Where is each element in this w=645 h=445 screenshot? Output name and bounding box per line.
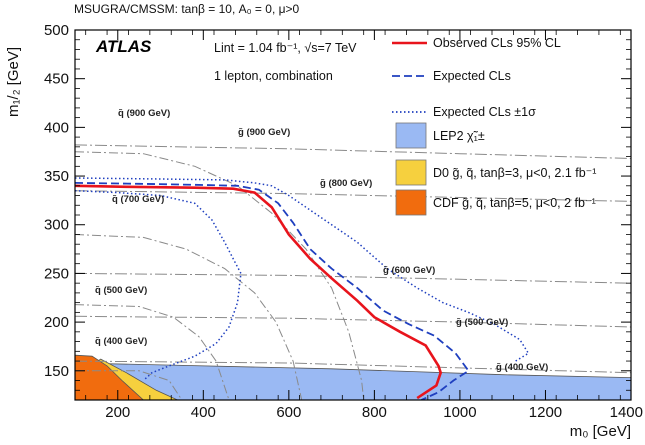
squark-contour-label-3: q̃ (900 GeV) bbox=[118, 108, 170, 119]
gluino-contour-label-2: g̃ (600 GeV) bbox=[383, 265, 435, 276]
series-line-1 bbox=[75, 182, 470, 400]
legend: Observed CLs 95% CL Expected CLs Expected … bbox=[392, 36, 596, 216]
x-tick-label-2: 600 bbox=[276, 404, 301, 421]
plot-area bbox=[75, 144, 631, 400]
legend-swatch-0 bbox=[395, 122, 427, 149]
y-tick-label-3: 300 bbox=[44, 217, 69, 234]
legend-region-label-1: D0 g̃, q̃, tanβ=3, μ<0, 2.1 fb⁻¹ bbox=[433, 166, 596, 180]
gluino-contour-4 bbox=[75, 144, 631, 159]
y-tick-label-5: 400 bbox=[44, 119, 69, 136]
y-tick-label-4: 350 bbox=[44, 168, 69, 185]
gluino-contour-label-3: g̃ (800 GeV) bbox=[320, 178, 372, 189]
axis-ticks: 200 400 600 800 1000 1200 1400 150 200 250 300 350 4… bbox=[44, 22, 643, 421]
legend-label-0: Observed CLs 95% CL bbox=[433, 36, 561, 50]
y-tick-label-7: 500 bbox=[44, 22, 69, 39]
excluded-region-2 bbox=[75, 354, 144, 400]
excluded-regions bbox=[75, 354, 631, 400]
legend-region-label-0: LEP2 χ̃₁± bbox=[433, 129, 485, 143]
gluino-contour-1 bbox=[75, 315, 631, 328]
series-line-3 bbox=[75, 189, 242, 382]
legend-region-label-2: CDF g̃, q̃, tanβ=5, μ<0, 2 fb⁻¹ bbox=[433, 196, 596, 210]
gluino-contour-label-0: g̃ (400 GeV) bbox=[496, 362, 548, 373]
y-tick-label-6: 450 bbox=[44, 71, 69, 88]
chart-header: MSUGRA/CMSSM: tanβ = 10, A₀ = 0, μ>0 bbox=[74, 2, 300, 16]
squark-contour-label-2: q̃ (700 GeV) bbox=[112, 194, 164, 205]
y-tick-label-1: 200 bbox=[44, 314, 69, 331]
squark-contour-3 bbox=[75, 151, 365, 400]
mass-labels: q̃ (400 GeV) q̃ (500 GeV) q̃ (700 GeV) q̃ (… bbox=[95, 108, 548, 373]
legend-label-1: Expected CLs bbox=[433, 69, 511, 83]
squark-contour-0 bbox=[75, 370, 183, 400]
gluino-contour-3 bbox=[75, 190, 631, 202]
legend-swatch-2 bbox=[395, 189, 427, 216]
x-tick-label-6: 1400 bbox=[610, 404, 643, 421]
squark-contour-1 bbox=[75, 304, 230, 400]
squark-contour-label-0: q̃ (400 GeV) bbox=[95, 336, 147, 347]
legend-swatch-1 bbox=[395, 159, 427, 186]
x-axis-title: m₀ [GeV] bbox=[570, 423, 631, 440]
plot-frame bbox=[74, 29, 632, 401]
x-tick-label-4: 1000 bbox=[443, 404, 476, 421]
y-axis-title: m₁/₂ [GeV] bbox=[5, 47, 22, 117]
luminosity-label: Lint = 1.04 fb⁻¹, √s=7 TeV bbox=[214, 41, 357, 55]
squark-contour-label-1: q̃ (500 GeV) bbox=[95, 285, 147, 296]
x-tick-label-5: 1200 bbox=[529, 404, 562, 421]
series-line-0 bbox=[75, 184, 443, 400]
gluino-contour-label-4: g̃ (900 GeV) bbox=[238, 127, 290, 138]
limit-curves bbox=[75, 177, 530, 400]
y-tick-label-0: 150 bbox=[44, 363, 69, 380]
atlas-label: ATLAS bbox=[95, 37, 152, 56]
channel-label: 1 lepton, combination bbox=[214, 69, 333, 83]
gluino-contour-label-1: g̃ (500 GeV) bbox=[456, 317, 508, 328]
gluino-contour-2 bbox=[75, 272, 631, 284]
x-tick-label-0: 200 bbox=[105, 404, 130, 421]
mass-contours bbox=[75, 144, 631, 400]
x-tick-label-3: 800 bbox=[362, 404, 387, 421]
gluino-contour-0 bbox=[75, 360, 631, 374]
y-tick-label-2: 250 bbox=[44, 265, 69, 282]
legend-label-2: Expected CLs ±1σ bbox=[433, 105, 536, 119]
x-tick-label-1: 400 bbox=[191, 404, 216, 421]
